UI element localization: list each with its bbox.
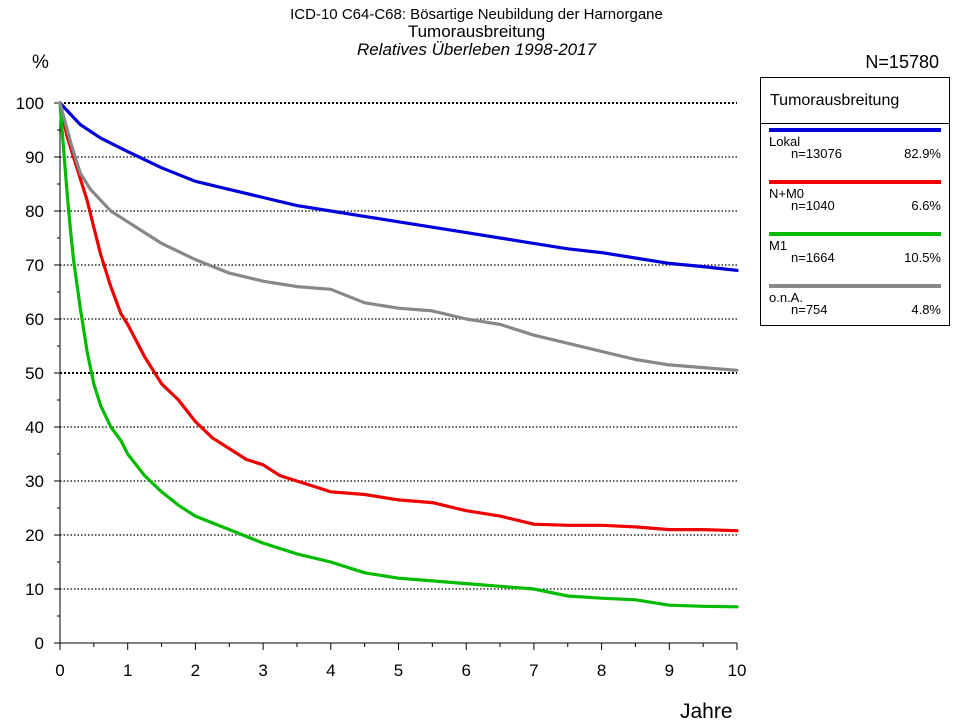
y-tick-label-30: 30 bbox=[25, 472, 44, 491]
chart-subtitle-2: Relatives Überleben 1998-2017 bbox=[356, 40, 597, 59]
x-tick-label-1: 1 bbox=[123, 661, 132, 680]
legend-series-n: n=754 bbox=[791, 302, 828, 317]
x-tick-label-10: 10 bbox=[728, 661, 747, 680]
x-tick-label-8: 8 bbox=[597, 661, 606, 680]
legend-item: Lokal n=13076 82.9% bbox=[761, 125, 949, 165]
legend-swatch bbox=[769, 128, 941, 132]
x-tick-label-5: 5 bbox=[394, 661, 403, 680]
series-line-m1 bbox=[58, 101, 739, 609]
y-tick-label-80: 80 bbox=[25, 202, 44, 221]
chart-subtitle: Tumorausbreitung bbox=[407, 22, 546, 41]
y-tick-label-90: 90 bbox=[25, 148, 44, 167]
legend-item: o.n.A. n=754 4.8% bbox=[761, 281, 949, 321]
total-n-label: N=15780 bbox=[865, 52, 939, 72]
y-tick-label-0: 0 bbox=[35, 634, 44, 653]
legend-title: Tumorausbreitung bbox=[770, 92, 900, 109]
series-line-lokal bbox=[58, 101, 739, 272]
legend-series-n: n=13076 bbox=[791, 146, 842, 161]
legend-item: N+M0 n=1040 6.6% bbox=[761, 177, 949, 217]
x-tick-label-7: 7 bbox=[529, 661, 538, 680]
legend-swatch bbox=[769, 232, 941, 236]
legend-series-name: N+M0 bbox=[769, 186, 805, 201]
legend-series-n: n=1664 bbox=[791, 250, 835, 265]
x-tick-label-6: 6 bbox=[461, 661, 470, 680]
x-tick-label-2: 2 bbox=[191, 661, 200, 680]
x-tick-label-3: 3 bbox=[258, 661, 267, 680]
y-tick-label-100: 100 bbox=[16, 94, 44, 113]
x-axis-label: Jahre bbox=[680, 700, 733, 723]
x-tick-label-9: 9 bbox=[665, 661, 674, 680]
y-axis-label: % bbox=[32, 52, 49, 73]
legend-item: M1 n=1664 10.5% bbox=[761, 229, 949, 269]
legend-swatch bbox=[769, 284, 941, 288]
series-line-n-m0 bbox=[58, 101, 739, 533]
y-tick-label-40: 40 bbox=[25, 418, 44, 437]
legend-series-name: Lokal bbox=[769, 134, 801, 149]
legend-divider bbox=[761, 123, 949, 124]
legend-swatch bbox=[769, 180, 941, 184]
x-tick-label-4: 4 bbox=[326, 661, 335, 680]
legend-series-pct: 6.6% bbox=[911, 198, 941, 213]
legend: Tumorausbreitung Lokal n=13076 82.9% N+M0 n=… bbox=[760, 77, 950, 326]
y-tick-label-60: 60 bbox=[25, 310, 44, 329]
legend-series-name: o.n.A. bbox=[769, 290, 803, 305]
y-tick-label-10: 10 bbox=[25, 580, 44, 599]
y-tick-label-70: 70 bbox=[25, 256, 44, 275]
y-tick-label-50: 50 bbox=[25, 364, 44, 383]
legend-series-name: M1 bbox=[769, 238, 788, 253]
legend-series-n: n=1040 bbox=[791, 198, 835, 213]
series-line-o-n-a- bbox=[58, 101, 739, 372]
x-tick-label-0: 0 bbox=[55, 661, 64, 680]
y-tick-label-20: 20 bbox=[25, 526, 44, 545]
legend-series-pct: 82.9% bbox=[904, 146, 941, 161]
legend-series-pct: 10.5% bbox=[904, 250, 941, 265]
chart-title: ICD-10 C64-C68: Bösartige Neubildung der… bbox=[290, 6, 663, 23]
legend-series-pct: 4.8% bbox=[911, 302, 941, 317]
